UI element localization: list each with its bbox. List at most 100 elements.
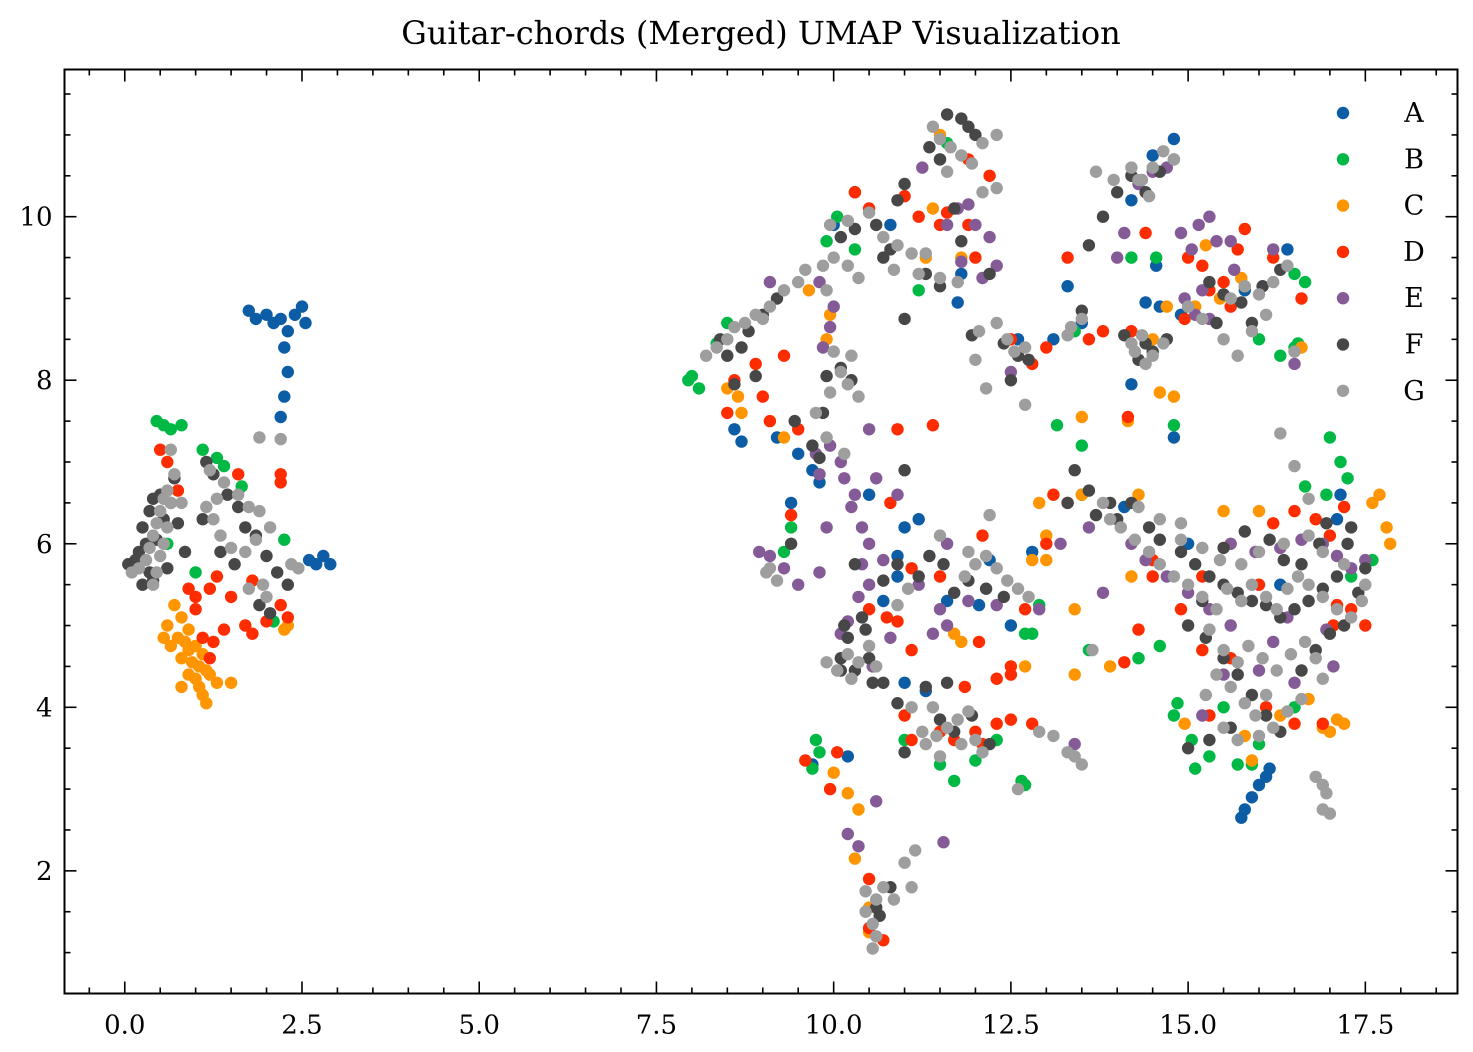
point-F-30 xyxy=(136,578,149,591)
point-C-15 xyxy=(203,668,216,681)
point-G-106 xyxy=(1157,145,1170,158)
point-G-183 xyxy=(1252,729,1266,743)
point-G-13 xyxy=(150,566,163,579)
point-A-18 xyxy=(792,447,805,460)
point-G-9 xyxy=(164,496,177,510)
point-D-21 xyxy=(239,619,252,632)
point-G-119 xyxy=(1196,312,1209,326)
point-F-19 xyxy=(239,521,252,534)
point-G-166 xyxy=(1231,656,1244,669)
point-B-13 xyxy=(682,374,695,387)
point-F-146 xyxy=(1068,464,1081,477)
point-G-179 xyxy=(1199,688,1213,702)
point-B-52 xyxy=(1298,480,1312,493)
point-F-140 xyxy=(1337,619,1351,632)
point-C-76 xyxy=(1252,504,1266,518)
point-D-71 xyxy=(990,672,1003,685)
point-G-45 xyxy=(763,300,777,313)
point-G-46 xyxy=(777,284,791,297)
point-G-49 xyxy=(816,259,830,272)
point-D-108 xyxy=(1174,603,1188,616)
point-C-47 xyxy=(1040,553,1053,567)
point-F-71 xyxy=(962,120,975,133)
legend-marker-G xyxy=(1336,384,1350,397)
point-D-1 xyxy=(161,455,174,469)
point-F-61 xyxy=(891,194,904,207)
point-F-53 xyxy=(862,652,876,665)
point-G-123 xyxy=(1267,275,1280,289)
point-G-78 xyxy=(887,263,901,276)
point-D-8 xyxy=(224,590,238,604)
x-tick-label: 5.0 xyxy=(459,1011,500,1041)
point-B-42 xyxy=(1167,419,1181,432)
series-C xyxy=(157,128,1397,939)
point-G-178 xyxy=(1259,688,1273,702)
x-tick-label: 12.5 xyxy=(982,1011,1040,1041)
point-G-150 xyxy=(1345,611,1358,624)
point-D-87 xyxy=(862,872,876,886)
point-F-28 xyxy=(196,513,209,526)
point-G-132 xyxy=(1114,521,1128,534)
x-tick-label: 10.0 xyxy=(805,1011,863,1041)
point-G-211 xyxy=(976,746,989,759)
point-C-63 xyxy=(1366,496,1379,510)
point-G-176 xyxy=(1238,697,1252,710)
point-E-27 xyxy=(792,578,805,591)
legend-marker-D xyxy=(1336,245,1350,259)
point-C-21 xyxy=(164,639,177,653)
point-D-45 xyxy=(1096,325,1110,338)
point-G-17 xyxy=(175,496,188,510)
point-E-57 xyxy=(1203,210,1216,223)
point-E-9 xyxy=(852,590,865,604)
point-E-5 xyxy=(855,521,869,534)
point-D-29 xyxy=(784,508,798,522)
point-C-77 xyxy=(1217,504,1230,518)
point-F-130 xyxy=(1231,668,1244,681)
point-F-158 xyxy=(948,586,961,599)
point-G-158 xyxy=(1235,558,1248,571)
point-G-170 xyxy=(1284,648,1298,661)
point-E-26 xyxy=(777,562,791,575)
point-G-124 xyxy=(1281,259,1294,272)
point-C-68 xyxy=(1323,725,1337,738)
point-F-58 xyxy=(834,230,847,244)
point-G-57 xyxy=(809,406,823,420)
point-F-157 xyxy=(940,676,954,689)
point-C-43 xyxy=(1026,553,1039,567)
point-A-1 xyxy=(249,312,263,326)
point-G-229 xyxy=(887,893,901,906)
point-E-91 xyxy=(937,836,950,849)
point-G-21 xyxy=(242,500,255,514)
point-G-121 xyxy=(1238,280,1252,293)
point-C-75 xyxy=(1178,717,1191,730)
point-G-61 xyxy=(827,345,840,358)
point-G-175 xyxy=(1224,680,1237,694)
point-F-17 xyxy=(221,488,234,501)
point-D-2 xyxy=(171,484,185,497)
point-C-28 xyxy=(777,431,791,444)
point-G-153 xyxy=(1337,558,1351,571)
point-G-72 xyxy=(823,218,837,232)
point-G-147 xyxy=(1302,578,1315,591)
point-B-62 xyxy=(1132,652,1145,665)
point-F-23 xyxy=(281,578,294,591)
point-A-11 xyxy=(278,390,291,403)
point-F-102 xyxy=(1089,508,1103,522)
point-E-45 xyxy=(955,255,968,268)
point-G-2 xyxy=(139,553,153,567)
point-G-217 xyxy=(1001,574,1014,587)
point-D-106 xyxy=(1316,717,1330,730)
point-C-18 xyxy=(200,697,213,710)
point-E-34 xyxy=(962,594,975,608)
point-E-92 xyxy=(1033,603,1046,616)
point-D-82 xyxy=(972,635,986,649)
point-G-209 xyxy=(916,725,929,738)
point-A-59 xyxy=(862,488,876,501)
point-B-51 xyxy=(1341,472,1354,485)
point-C-7 xyxy=(182,643,195,657)
point-C-80 xyxy=(1068,668,1081,681)
point-E-89 xyxy=(841,827,854,841)
point-F-67 xyxy=(948,202,961,215)
point-G-101 xyxy=(1075,312,1089,326)
